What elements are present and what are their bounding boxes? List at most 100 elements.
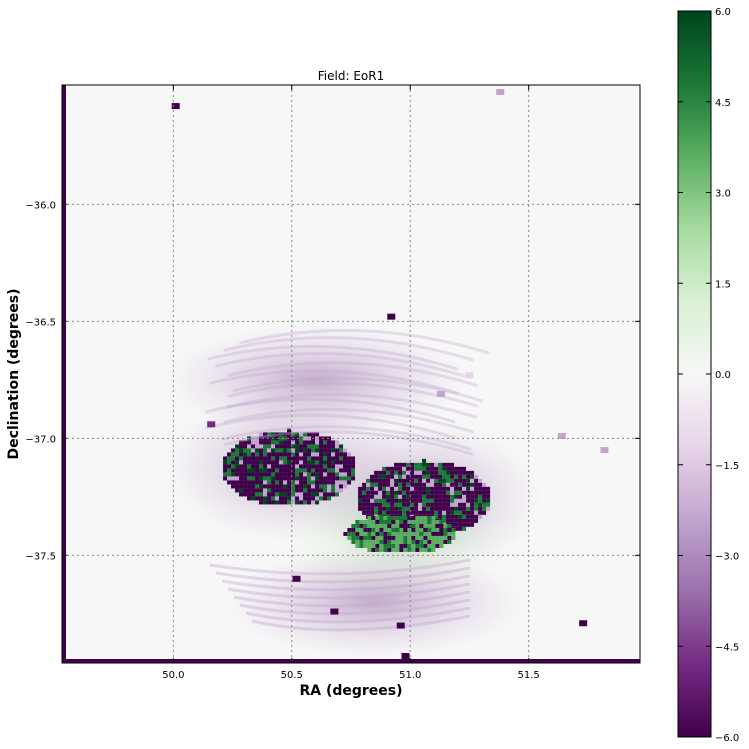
- heatmap-cell: [239, 448, 244, 453]
- heatmap-cell: [291, 460, 296, 465]
- heatmap-cell: [295, 440, 300, 445]
- heatmap-cell: [442, 510, 447, 515]
- heatmap-cell: [419, 527, 424, 532]
- heatmap-cell: [399, 539, 404, 544]
- heatmap-cell: [327, 468, 332, 473]
- heatmap-cell: [431, 523, 436, 528]
- plot-frame: [61, 84, 641, 664]
- heatmap-cell: [279, 472, 284, 477]
- heatmap-cell: [435, 523, 440, 528]
- heatmap-cell: [371, 543, 376, 548]
- heatmap-cell: [394, 494, 399, 499]
- heatmap-cell: [391, 539, 396, 544]
- heatmap-cell: [359, 523, 364, 528]
- heatmap-cell: [447, 527, 452, 532]
- heatmap-cell: [390, 482, 395, 487]
- heatmap-cell: [371, 515, 376, 520]
- heatmap-cell: [422, 494, 427, 499]
- heatmap-cell: [291, 480, 296, 485]
- heatmap-cell: [315, 440, 320, 445]
- heatmap-cell: [430, 470, 435, 475]
- heatmap-cell: [247, 436, 252, 441]
- point-source: [387, 313, 396, 320]
- heatmap-cell: [323, 444, 328, 449]
- heatmap-cell: [446, 498, 451, 503]
- heatmap-cell: [399, 535, 404, 540]
- heatmap-cell: [383, 519, 388, 524]
- heatmap-cell: [458, 490, 463, 495]
- heatmap-cell: [247, 480, 252, 485]
- heatmap-cell: [458, 510, 463, 515]
- heatmap-cell: [407, 531, 412, 536]
- heatmap-cell: [430, 474, 435, 479]
- heatmap-cell: [275, 484, 280, 489]
- heatmap-cell: [454, 482, 459, 487]
- heatmap-cell: [263, 432, 268, 437]
- heatmap-cell: [474, 502, 479, 507]
- heatmap-cell: [335, 464, 340, 469]
- heatmap-cell: [410, 470, 415, 475]
- edge-artifact-left: [62, 85, 66, 663]
- heatmap-cell: [470, 514, 475, 519]
- heatmap-cell: [299, 500, 304, 505]
- heatmap-cell: [390, 486, 395, 491]
- heatmap-cell: [391, 543, 396, 548]
- heatmap-cell: [303, 456, 308, 461]
- heatmap-cell: [259, 464, 264, 469]
- heatmap-cell: [366, 478, 371, 483]
- heatmap-cell: [402, 494, 407, 499]
- heatmap-cell: [406, 474, 411, 479]
- heatmap-cell: [383, 531, 388, 536]
- heatmap-cell: [435, 539, 440, 544]
- heatmap-cell: [247, 464, 252, 469]
- heatmap-cell: [259, 472, 264, 477]
- heatmap-cell: [438, 498, 443, 503]
- heatmap-cell: [287, 500, 292, 505]
- heatmap-cell: [423, 523, 428, 528]
- heatmap-cell: [438, 506, 443, 511]
- heatmap-cell: [287, 436, 292, 441]
- heatmap-cell: [371, 519, 376, 524]
- heatmap-cell: [454, 510, 459, 515]
- heatmap-cell: [426, 482, 431, 487]
- heatmap-cell: [259, 492, 264, 497]
- heatmap-cell: [434, 494, 439, 499]
- heatmap-cell: [446, 518, 451, 523]
- heatmap-cell: [307, 468, 312, 473]
- heatmap-cell: [263, 464, 268, 469]
- heatmap-cell: [474, 474, 479, 479]
- heatmap-cell: [422, 458, 427, 463]
- heatmap-cell: [387, 539, 392, 544]
- heatmap-cell: [454, 526, 459, 531]
- heatmap-cell: [267, 460, 272, 465]
- heatmap-cell: [434, 482, 439, 487]
- heatmap-cell: [378, 490, 383, 495]
- heatmap-cell: [275, 444, 280, 449]
- heatmap-cell: [303, 432, 308, 437]
- heatmap-cell: [358, 506, 363, 511]
- y-tick-label: −37.0: [25, 434, 56, 445]
- heatmap-cell: [279, 488, 284, 493]
- heatmap-cell: [263, 452, 268, 457]
- heatmap-cell: [415, 519, 420, 524]
- heatmap-cell: [395, 539, 400, 544]
- heatmap-cell: [307, 448, 312, 453]
- heatmap-cell: [231, 452, 236, 457]
- colorbar-ticks: 6.0 4.5 3.0 1.5 0.0 −1.5 −3.0 −4.5 −6.0: [678, 7, 739, 744]
- heatmap-cell: [239, 444, 244, 449]
- heatmap-cell: [454, 494, 459, 499]
- heatmap-cell: [414, 502, 419, 507]
- heatmap-cell: [307, 492, 312, 497]
- heatmap-cell: [431, 543, 436, 548]
- heatmap-cell: [426, 478, 431, 483]
- heatmap-cell: [287, 472, 292, 477]
- heatmap-cell: [374, 506, 379, 511]
- heatmap-cell: [271, 452, 276, 457]
- heatmap-cell: [386, 494, 391, 499]
- heatmap-cell: [382, 510, 387, 515]
- heatmap-cell: [275, 464, 280, 469]
- heatmap-cell: [335, 452, 340, 457]
- heatmap-cell: [427, 519, 432, 524]
- heatmap-cell: [474, 518, 479, 523]
- heatmap-cell: [291, 500, 296, 505]
